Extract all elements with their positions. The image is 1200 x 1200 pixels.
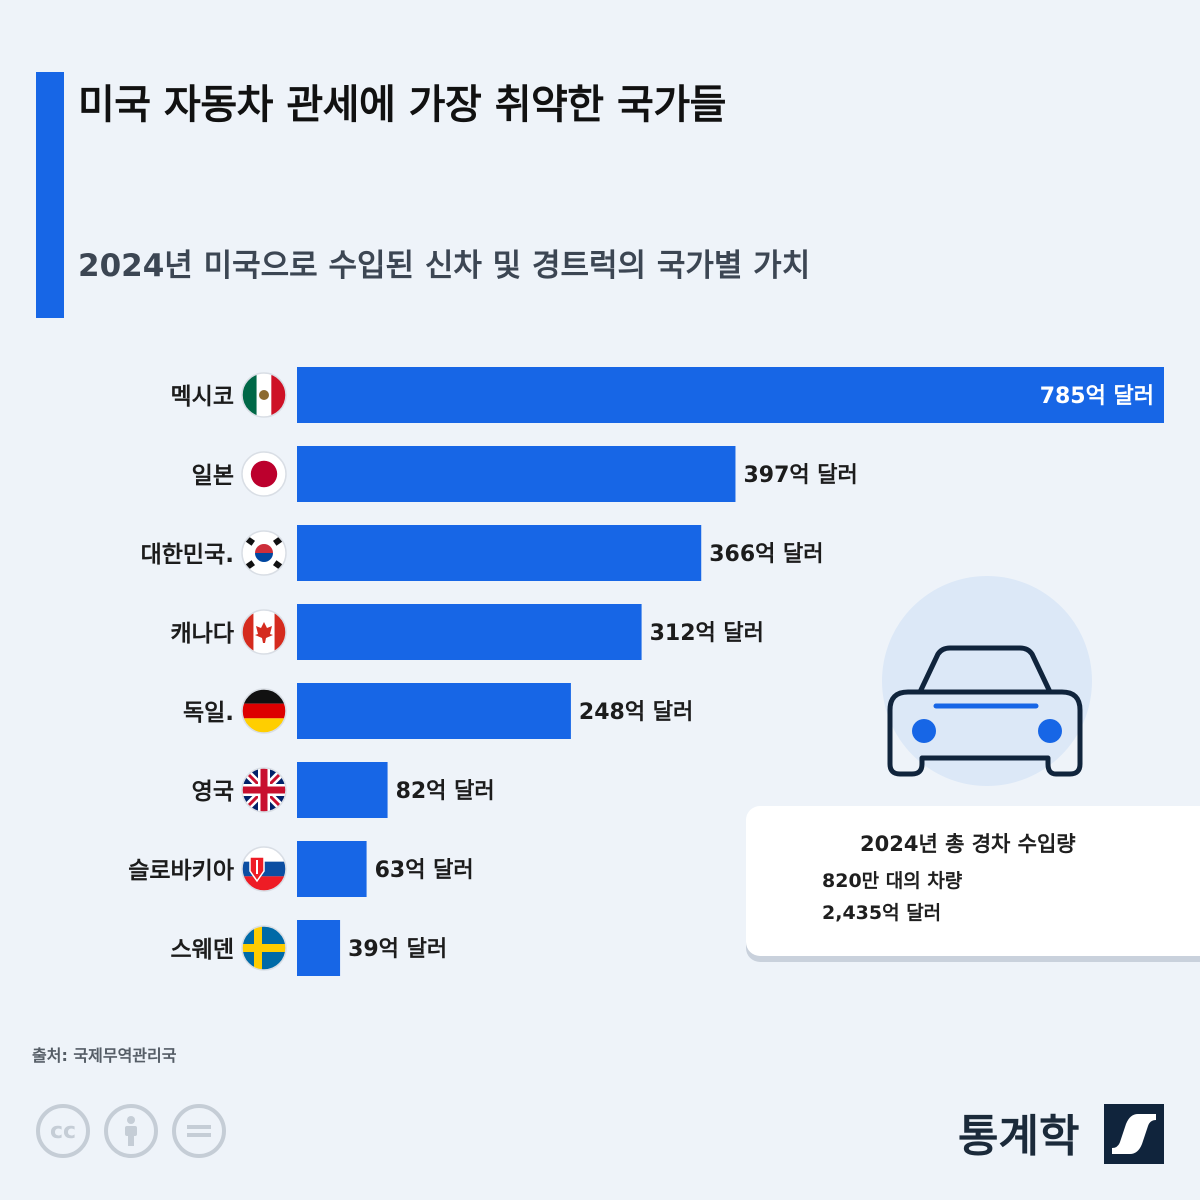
total-imports-title: 2024년 총 경차 수입량 <box>860 832 1076 856</box>
chart-title: 미국 자동차 관세에 가장 취약한 국가들 <box>78 82 726 128</box>
category-label: 대한민국. <box>141 542 234 568</box>
bar <box>297 920 341 976</box>
no-derivatives-icon[interactable] <box>172 1104 226 1158</box>
category-label: 멕시코 <box>171 384 234 410</box>
bar-row: 영국 82억 달러 <box>192 762 495 818</box>
category-label: 독일. <box>183 700 234 726</box>
uk-flag-icon <box>241 767 287 813</box>
category-label: 일본 <box>192 463 234 489</box>
sweden-flag-icon <box>241 925 287 971</box>
license-icons: cc <box>36 1104 226 1158</box>
bar <box>297 525 702 581</box>
bar-row: 스웨덴 39억 달러 <box>171 920 447 976</box>
bar <box>297 367 1164 423</box>
value-label: 366억 달러 <box>709 542 823 567</box>
value-label: 39억 달러 <box>348 937 447 962</box>
bar-row: 일본 397억 달러 <box>192 446 858 502</box>
category-label: 캐나다 <box>171 621 234 647</box>
attribution-icon[interactable] <box>104 1104 158 1158</box>
bar <box>297 841 367 897</box>
bar <box>297 446 736 502</box>
bar-row: 독일. 248억 달러 <box>183 683 693 739</box>
total-value: 2,435억 달러 <box>822 902 942 924</box>
car-icon <box>887 645 1083 777</box>
slovakia-flag-icon <box>241 846 287 892</box>
source-note: 출처: 국제무역관리국 <box>32 1046 177 1065</box>
car-icon-background <box>882 576 1092 786</box>
bar-row: 대한민국. 366억 달러 <box>141 525 824 581</box>
category-label: 스웨덴 <box>171 937 234 963</box>
total-imports-box: 2024년 총 경차 수입량 820만 대의 차량 2,435억 달러 <box>746 806 1200 956</box>
category-label: 슬로바키아 <box>128 858 234 884</box>
mexico-flag-icon <box>241 372 287 418</box>
brand-name[interactable]: 통계학 <box>958 1111 1080 1162</box>
value-label: 312억 달러 <box>650 621 764 646</box>
bar-row: 캐나다 312억 달러 <box>171 604 764 660</box>
value-label: 82억 달러 <box>396 779 495 804</box>
germany-flag-icon <box>241 688 287 734</box>
bar <box>297 762 388 818</box>
bar <box>297 604 642 660</box>
bar <box>297 683 571 739</box>
canada-flag-icon <box>241 609 287 655</box>
total-vehicles: 820만 대의 차량 <box>822 870 963 892</box>
value-label: 397억 달러 <box>743 463 857 488</box>
bar-row: 멕시코 785억 달러 <box>171 367 1164 423</box>
bar-row: 슬로바키아 63억 달러 <box>128 841 474 897</box>
south-korea-flag-icon <box>241 530 287 576</box>
title-accent-bar <box>36 72 64 318</box>
chart-subtitle: 2024년 미국으로 수입된 신차 및 경트럭의 국가별 가치 <box>78 248 811 284</box>
category-label: 영국 <box>192 779 234 805</box>
value-label: 785억 달러 <box>1040 384 1154 409</box>
cc-icon[interactable]: cc <box>36 1104 90 1158</box>
statista-logo-icon[interactable] <box>1104 1104 1164 1164</box>
japan-flag-icon <box>241 451 287 497</box>
value-label: 248억 달러 <box>579 700 693 725</box>
value-label: 63억 달러 <box>375 858 474 883</box>
